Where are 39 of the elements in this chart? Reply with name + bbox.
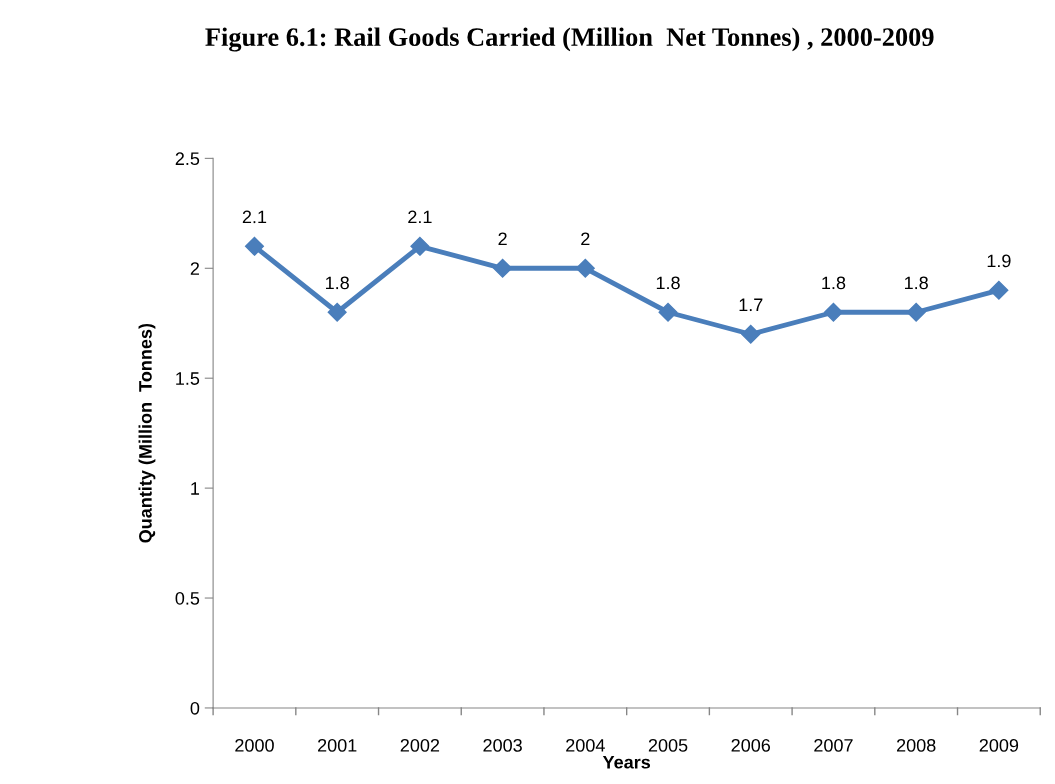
y-tick-label: 0 (190, 701, 200, 715)
y-tick-label: 2 (190, 262, 200, 275)
data-label: 1.8 (656, 276, 680, 290)
x-tick-label: 2002 (400, 738, 440, 752)
x-tick-label: 2006 (731, 738, 771, 752)
point (244, 236, 265, 256)
x-tick-label: 2007 (814, 738, 853, 752)
x-tick-label: 2001 (318, 738, 357, 752)
y-tick-label: 2.5 (175, 152, 200, 166)
point (575, 258, 595, 278)
data-label: 1.7 (739, 298, 763, 312)
data-label: 1.8 (822, 276, 846, 290)
chart-title: Figure 6.1: Rail Goods Carried (Million Net Tonnes) , 2000-2009 (205, 27, 934, 52)
point (989, 280, 1009, 300)
point (906, 302, 926, 322)
data-label: 1.8 (326, 276, 349, 290)
x-axis-title: Years (602, 756, 651, 769)
point (658, 302, 678, 322)
point (493, 258, 513, 278)
point (327, 302, 347, 322)
x-tick-label: 2004 (566, 738, 605, 752)
point (410, 236, 430, 256)
x-tick-label: 2000 (235, 738, 274, 752)
x-tick-label: 2003 (483, 738, 522, 752)
data-label: 1.8 (904, 276, 928, 290)
data-label: 1.9 (987, 254, 1011, 268)
y-tick-label: 0.5 (175, 591, 200, 605)
data-label: 2.1 (242, 210, 267, 224)
x-tick-label: 2005 (648, 738, 688, 752)
y-axis-title: Quantity (Million Tonnes) (138, 323, 156, 543)
x-tick-label: 2008 (896, 738, 936, 752)
point (741, 324, 761, 344)
y-tick-label: 1.5 (176, 372, 200, 385)
data-label: 2 (581, 232, 590, 246)
x-tick-label: 2009 (979, 738, 1019, 752)
point (823, 302, 843, 322)
data-label: 2.1 (408, 210, 432, 224)
data-label: 2 (498, 232, 507, 246)
y-tick-label: 1 (191, 482, 200, 495)
